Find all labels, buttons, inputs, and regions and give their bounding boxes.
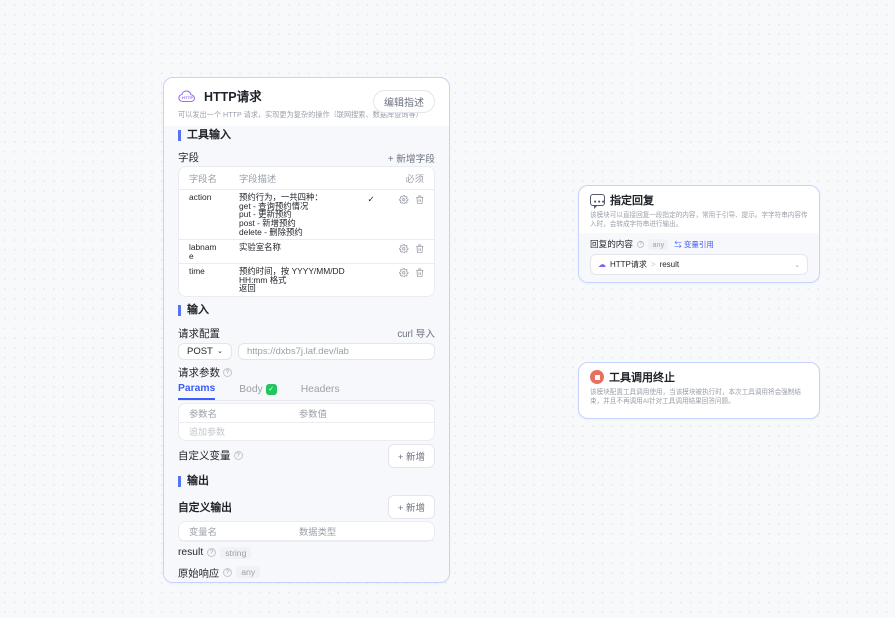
svg-text:HTTP: HTTP [182,96,193,100]
